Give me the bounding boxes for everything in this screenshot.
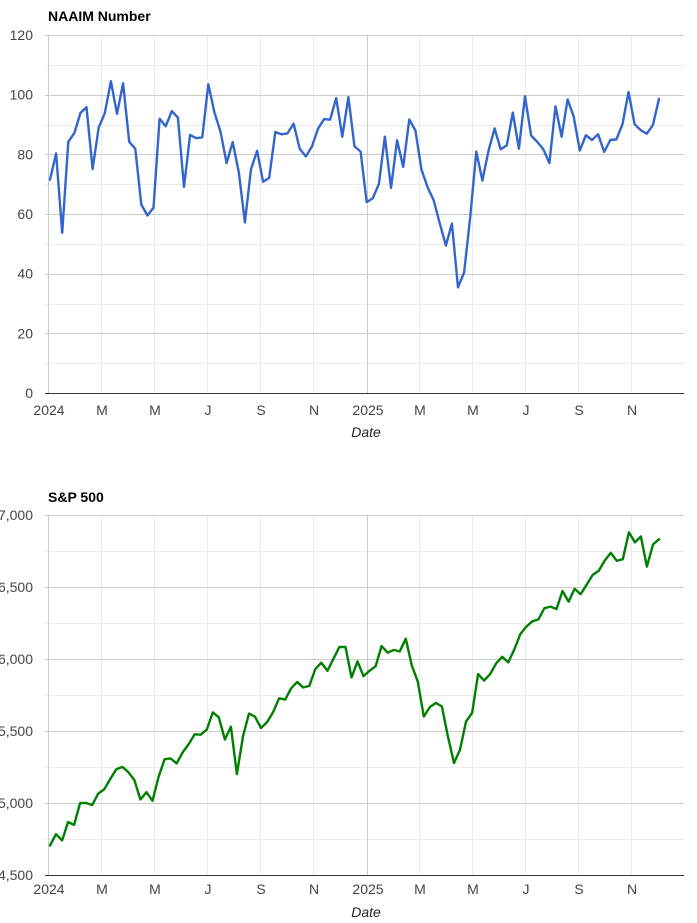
naaim-y-tick-label: 100	[10, 87, 34, 103]
sp500-x-tick-label: 2024	[33, 881, 64, 897]
sp500-series-line	[48, 531, 661, 847]
naaim-x-tick-label: 2025	[352, 402, 383, 418]
sp500-x-tick-label: M	[96, 881, 108, 897]
naaim-y-tick-label: 0	[25, 385, 33, 401]
sp500-y-tick-label: 5,500	[0, 723, 33, 739]
sp500-x-axis-title: Date	[351, 904, 381, 920]
naaim-chart-title: NAAIM Number	[48, 8, 151, 24]
naaim-y-tick-label: 40	[17, 266, 33, 282]
naaim-series-line	[48, 79, 661, 289]
naaim-x-tick-label: S	[574, 402, 583, 418]
naaim-y-tick-label: 80	[17, 146, 33, 162]
naaim-x-tick-label: M	[414, 402, 426, 418]
sp500-y-tick-label: 4,500	[0, 867, 33, 883]
naaim-x-tick-label: J	[205, 402, 212, 418]
sp500-x-tick-label: N	[627, 881, 637, 897]
sp500-chart-title: S&P 500	[48, 489, 104, 505]
sp500-y-tick-label: 6,000	[0, 651, 33, 667]
naaim-x-tick-label: M	[96, 402, 108, 418]
naaim-chart: NAAIM Number Date 0 20 40 60 80 100 120 2024 M M J…	[10, 8, 684, 440]
sp500-x-tick-label: M	[149, 881, 161, 897]
sp500-x-tick-label: S	[574, 881, 583, 897]
sp500-y-tick-label: 7,000	[0, 507, 33, 523]
naaim-y-tick-label: 120	[10, 27, 34, 43]
sp500-x-tick-label: S	[256, 881, 265, 897]
sp500-x-tick-label: 2025	[352, 881, 383, 897]
sp500-y-tick-label: 5,000	[0, 795, 33, 811]
sp500-y-tick-label: 6,500	[0, 579, 33, 595]
naaim-x-tick-label: N	[309, 402, 319, 418]
sp500-x-tick-label: M	[414, 881, 426, 897]
naaim-x-tick-label: S	[256, 402, 265, 418]
naaim-x-tick-label: N	[627, 402, 637, 418]
naaim-x-tick-label: M	[149, 402, 161, 418]
sp500-chart: S&P 500 Date 4,500 5,000 5,500 6,000 6,500 7,…	[0, 489, 684, 920]
naaim-x-tick-label: M	[467, 402, 479, 418]
sp500-x-tick-label: M	[467, 881, 479, 897]
naaim-y-tick-label: 20	[17, 325, 33, 341]
sp500-x-tick-label: J	[523, 881, 530, 897]
naaim-y-tick-label: 60	[17, 206, 33, 222]
sp500-x-tick-label: N	[309, 881, 319, 897]
sp500-x-tick-label: J	[205, 881, 212, 897]
naaim-x-axis-title: Date	[351, 424, 381, 440]
naaim-x-tick-label: J	[523, 402, 530, 418]
naaim-x-tick-label: 2024	[33, 402, 64, 418]
